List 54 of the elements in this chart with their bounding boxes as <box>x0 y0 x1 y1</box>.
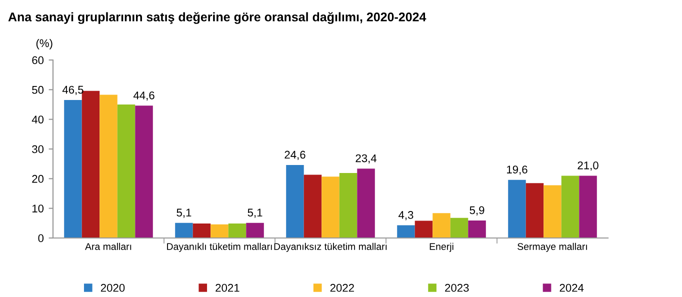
bar <box>508 180 526 238</box>
data-label: 44,6 <box>133 91 154 101</box>
legend-label: 2020 <box>100 284 125 292</box>
bar <box>192 223 211 238</box>
bar <box>117 104 136 238</box>
data-label: 24,6 <box>284 150 306 160</box>
bar <box>304 174 322 238</box>
bar <box>357 168 375 238</box>
bar <box>228 223 246 238</box>
data-label: 23,4 <box>356 154 377 164</box>
bar <box>561 176 580 238</box>
bar <box>286 165 304 238</box>
bar <box>450 218 468 238</box>
legend-label: 2023 <box>445 284 469 292</box>
x-tick-label: Sermaye malları <box>518 242 587 252</box>
bar <box>64 100 82 238</box>
y-tick-label: 50 <box>32 86 44 94</box>
data-label: 5,1 <box>176 208 192 218</box>
bar <box>414 220 433 238</box>
bar <box>432 213 450 238</box>
y-tick-label: 40 <box>32 116 44 124</box>
y-tick-label: 0 <box>38 234 44 242</box>
legend-label: 2021 <box>216 284 240 292</box>
bar <box>526 183 544 238</box>
bar <box>339 173 358 238</box>
legend-label: 2022 <box>330 284 354 292</box>
chart-title: Ana sanayi gruplarının satış değerine göre oransal dağılımı, 2020-2024 <box>8 12 426 24</box>
bar <box>322 176 340 238</box>
bar <box>468 220 486 238</box>
bar <box>175 222 193 238</box>
y-tick-label: 60 <box>32 56 44 64</box>
bar <box>100 94 118 238</box>
y-axis-title: (%) <box>36 38 52 50</box>
data-label: 4,3 <box>398 211 414 220</box>
data-label: 19,6 <box>507 166 528 175</box>
y-tick-label: 10 <box>32 204 44 212</box>
data-label: 46,5 <box>62 86 84 95</box>
y-tick-label: 20 <box>32 174 44 183</box>
bar <box>397 225 415 238</box>
x-tick-label: Enerji <box>430 242 454 252</box>
x-tick-label: Ara malları <box>85 242 132 250</box>
data-label: 5,9 <box>470 206 484 216</box>
x-tick-label: Dayanıksız tüketim malları <box>274 242 387 252</box>
bar <box>82 90 100 238</box>
bar <box>135 106 153 238</box>
y-tick-label: 30 <box>32 145 44 154</box>
bar <box>246 222 264 238</box>
legend-label: 2024 <box>560 284 584 292</box>
bar <box>579 176 597 238</box>
bar <box>210 224 228 238</box>
bar <box>544 185 562 238</box>
x-tick-label: Dayanıklı tüketim malları <box>167 242 272 252</box>
data-label: 5,1 <box>248 208 262 218</box>
data-label: 21,0 <box>578 161 598 171</box>
